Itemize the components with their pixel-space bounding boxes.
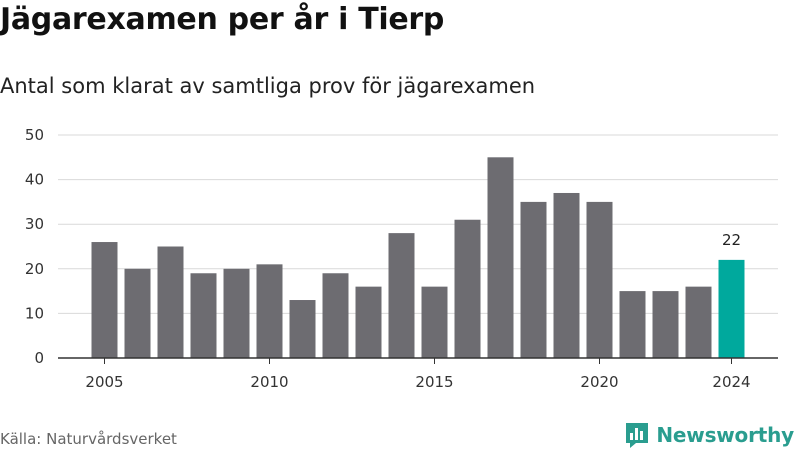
bar-2013 (355, 286, 382, 358)
newsworthy-chart-icon (626, 423, 649, 448)
source-note: Källa: Naturvårdsverket (0, 430, 177, 448)
newsworthy-logo: Newsworthy (624, 420, 794, 450)
x-tick-label-2024: 2024 (712, 373, 750, 391)
bar-2009 (223, 268, 250, 358)
bar-2014 (388, 233, 415, 358)
y-tick-label-0: 0 (34, 349, 44, 367)
bar-2019 (553, 192, 580, 358)
bar-2005 (91, 242, 118, 358)
bar-2008 (190, 273, 217, 358)
bar-2023 (685, 286, 712, 358)
bar-2016 (454, 219, 481, 358)
bar-2024 (718, 259, 745, 358)
bar-2020 (586, 201, 613, 358)
x-tick-label-2005: 2005 (85, 373, 123, 391)
y-tick-label-50: 50 (25, 126, 44, 144)
y-axis-ticks: 0 10 20 30 40 50 (25, 126, 44, 367)
bar-2006 (124, 268, 151, 358)
x-axis-ticks: 2005 2010 2015 2020 2024 (85, 358, 751, 391)
bar-chart: 0 10 20 30 40 50 2005 2010 2015 2020 2024 22 (25, 126, 778, 391)
bar-2021 (619, 291, 646, 358)
bars (91, 157, 745, 358)
x-tick-label-2015: 2015 (415, 373, 453, 391)
bar-2017 (487, 157, 514, 358)
chart-title: Jägarexamen per år i Tierp (0, 2, 445, 37)
brand-name: Newsworthy (656, 423, 794, 447)
bar-2010 (256, 264, 283, 358)
y-tick-label-40: 40 (25, 171, 44, 189)
data-label-2024: 22 (722, 231, 741, 249)
bar-2015 (421, 286, 448, 358)
bar-2012 (322, 273, 349, 358)
bar-2007 (157, 246, 184, 358)
data-labels: 22 (722, 231, 741, 249)
chart-subtitle: Antal som klarat av samtliga prov för jä… (0, 74, 536, 98)
y-tick-label-10: 10 (25, 304, 44, 322)
x-tick-label-2020: 2020 (580, 373, 618, 391)
bar-2011 (289, 300, 316, 358)
y-tick-label-30: 30 (25, 215, 44, 233)
y-tick-label-20: 20 (25, 260, 44, 278)
bar-2022 (652, 291, 679, 358)
bar-2018 (520, 201, 547, 358)
x-tick-label-2010: 2010 (250, 373, 288, 391)
